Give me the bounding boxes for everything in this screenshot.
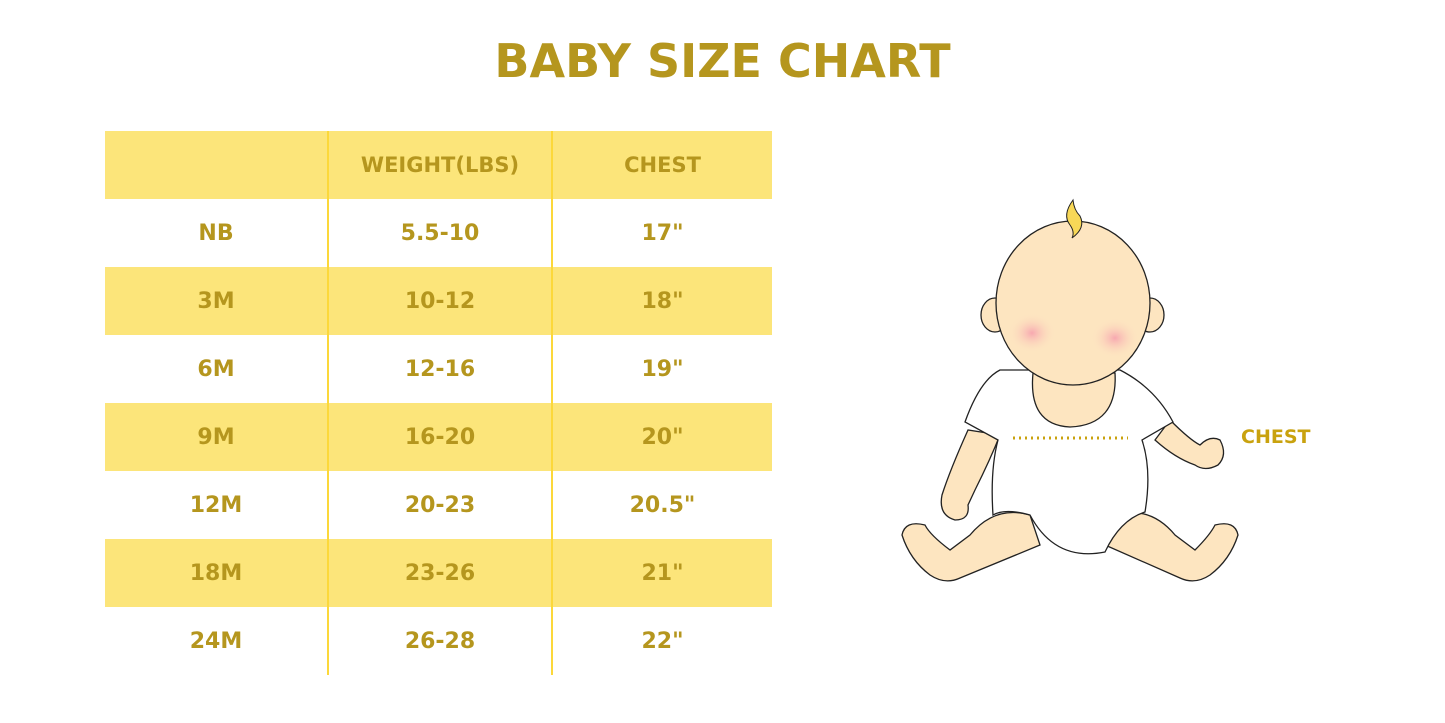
table-header-row: WEIGHT(LBS) CHEST — [105, 131, 772, 199]
weight-cell: 20-23 — [327, 471, 552, 539]
chest-cell: 20" — [551, 403, 772, 471]
weight-cell: 16-20 — [327, 403, 552, 471]
chest-cell: 21" — [551, 539, 772, 607]
size-cell: 12M — [189, 492, 243, 518]
size-cell: 18M — [105, 539, 328, 607]
table-row: 24M 26-28 22" — [105, 607, 772, 675]
table-row: 9M 16-20 20" — [105, 403, 772, 471]
size-cell: 24M — [189, 628, 243, 654]
baby-illustration-icon — [901, 198, 1239, 582]
chest-cell: 22" — [551, 607, 772, 675]
weight-cell: 12-16 — [327, 335, 552, 403]
table-row: 3M 10-12 18" — [105, 267, 772, 335]
page-title: BABY SIZE CHART — [494, 34, 951, 88]
chest-cell: 19" — [551, 335, 772, 403]
chest-label: CHEST — [1241, 426, 1311, 448]
table-row: NB 5.5-10 17" — [105, 199, 772, 267]
weight-cell: 10-12 — [327, 267, 552, 335]
header-cell — [105, 131, 328, 199]
chest-cell: 18" — [551, 267, 772, 335]
size-cell: 3M — [105, 267, 328, 335]
chest-cell: 17" — [551, 199, 772, 267]
header-cell: WEIGHT(LBS) — [327, 131, 552, 199]
weight-cell: 23-26 — [327, 539, 552, 607]
table-row: 12M 20-23 20.5" — [105, 471, 772, 539]
chest-cell: 20.5" — [551, 471, 772, 539]
table-row: 18M 23-26 21" — [105, 539, 772, 607]
header-cell: CHEST — [551, 131, 772, 199]
size-cell: NB — [198, 220, 234, 246]
size-cell: 9M — [105, 403, 328, 471]
size-table: WEIGHT(LBS) CHEST NB 5.5-10 17" 3M 10-12 18"… — [105, 131, 772, 675]
table-row: 6M 12-16 19" — [105, 335, 772, 403]
weight-cell: 5.5-10 — [327, 199, 552, 267]
size-cell: 6M — [197, 356, 235, 382]
weight-cell: 26-28 — [327, 607, 552, 675]
